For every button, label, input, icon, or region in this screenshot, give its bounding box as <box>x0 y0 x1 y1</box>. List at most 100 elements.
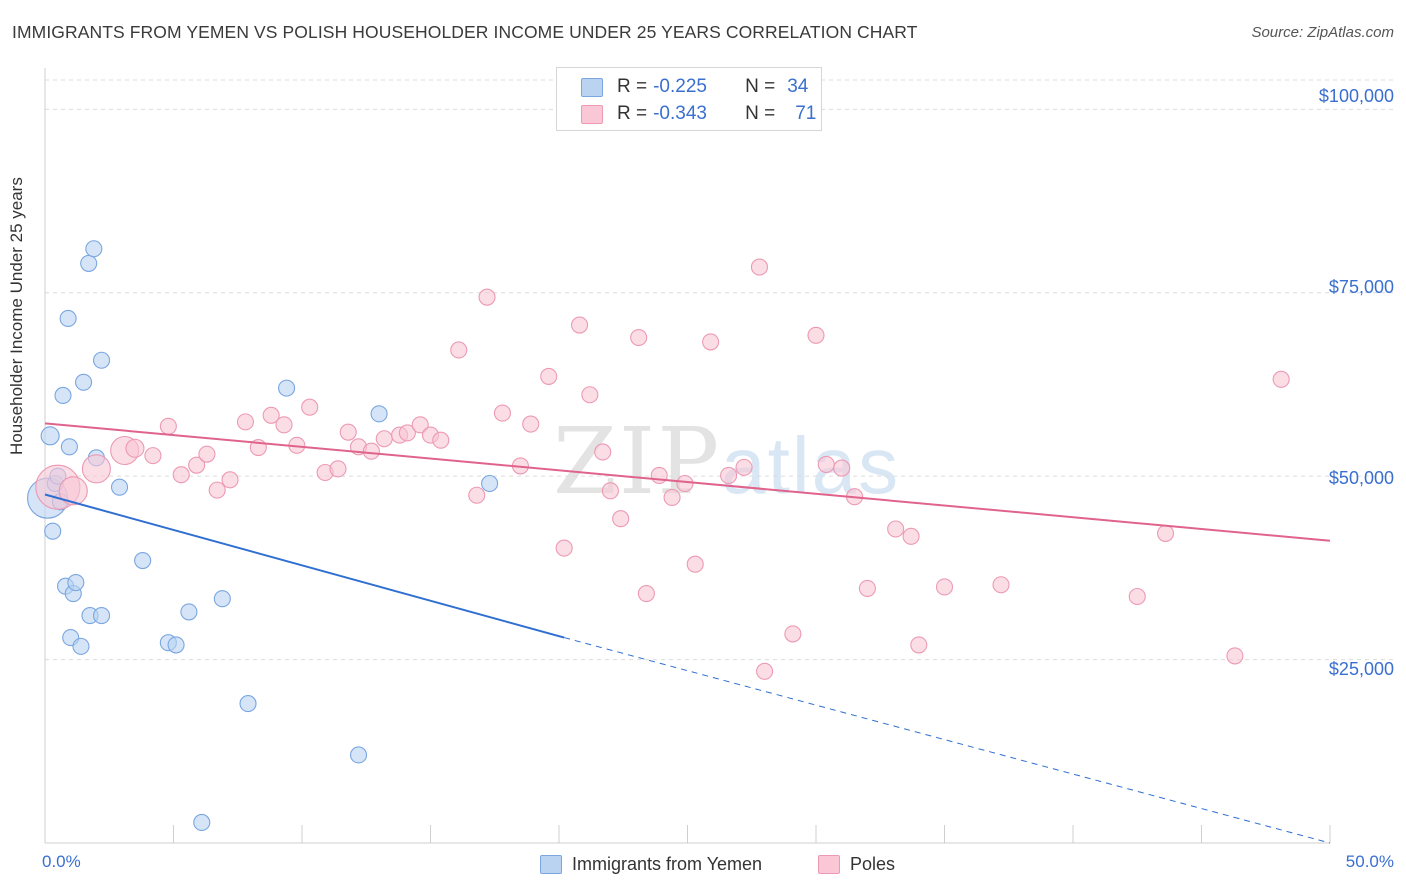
yemen-point <box>75 373 93 391</box>
poles-point <box>784 625 802 643</box>
yemen-point <box>481 474 499 493</box>
yemen-point <box>278 379 296 397</box>
legend-row-poles: R = -0.343 N = 71 <box>581 102 816 126</box>
legend-r-value: -0.343 <box>653 103 707 124</box>
yemen-point <box>54 386 72 405</box>
yemen-point <box>72 637 90 655</box>
yemen-point <box>40 426 60 446</box>
yemen-point <box>349 746 368 764</box>
poles-point <box>198 445 216 463</box>
yemen-point <box>239 695 257 713</box>
poles-point <box>208 481 226 499</box>
yemen-point <box>213 590 231 608</box>
bottom-legend-label-poles: Poles <box>850 853 896 874</box>
yemen-point <box>370 405 388 423</box>
poles-point <box>144 447 162 465</box>
poles-point <box>432 431 450 449</box>
poles-point <box>262 406 280 424</box>
yemen-point <box>92 607 111 625</box>
bottom-legend-swatch-poles <box>818 854 840 874</box>
poles-point <box>468 486 486 504</box>
poles-point <box>612 510 630 528</box>
bottom-legend-swatch-yemen <box>540 854 562 874</box>
legend-row-yemen: R = -0.225 N = 34 <box>581 75 808 99</box>
poles-point <box>1156 524 1175 542</box>
y-tick-label: $100,000 <box>1318 86 1394 106</box>
y-tick-label: $50,000 <box>1328 468 1394 488</box>
poles-point <box>540 367 558 385</box>
yemen-point <box>167 636 185 654</box>
poles-point <box>807 326 825 344</box>
bottom-legend-label-yemen: Immigrants from Yemen <box>572 853 763 874</box>
poles-point <box>887 520 905 538</box>
poles-point <box>375 430 393 448</box>
poles-point <box>817 455 835 473</box>
poles-trend-line <box>44 422 1331 542</box>
legend-swatch-yemen <box>581 77 603 97</box>
poles-point <box>735 458 753 476</box>
poles-point <box>411 416 429 434</box>
legend-n-label: N = <box>745 103 776 124</box>
yemen-point <box>92 351 111 369</box>
yemen-point <box>67 574 85 592</box>
y-tick-label: $25,000 <box>1328 659 1394 679</box>
yemen-point <box>44 522 62 540</box>
poles-point <box>398 424 416 442</box>
legend-n-value: 34 <box>787 76 809 97</box>
legend-r-label: R = <box>617 76 648 97</box>
poles-point <box>858 579 876 597</box>
poles-point <box>601 482 619 500</box>
legend-n-value: 71 <box>795 103 817 124</box>
poles-point <box>329 460 347 478</box>
legend-r-value: -0.225 <box>653 76 707 97</box>
legend-r-label: R = <box>617 103 648 124</box>
yemen-trend-extension <box>564 637 1331 844</box>
poles-point <box>756 662 774 680</box>
poles-point <box>275 416 293 434</box>
bottom-legend-poles: Poles <box>818 852 895 876</box>
chart-title: IMMIGRANTS FROM YEMEN VS POLISH HOUSEHOL… <box>12 22 918 42</box>
poles-point <box>571 316 589 334</box>
poles-point <box>125 438 145 458</box>
poles-point <box>581 386 599 404</box>
yemen-point <box>59 309 77 327</box>
yemen-point <box>85 240 103 258</box>
yemen-point <box>60 438 78 456</box>
poles-point <box>301 398 319 416</box>
poles-point <box>362 442 380 460</box>
poles-point <box>1128 587 1146 606</box>
yemen-point <box>80 254 98 272</box>
poles-point <box>663 488 681 506</box>
yemen-point <box>110 478 129 496</box>
poles-point <box>594 443 612 461</box>
poles-point <box>236 413 255 431</box>
poles-point <box>650 466 668 484</box>
poles-point <box>555 539 573 557</box>
poles-point <box>702 333 720 351</box>
poles-point <box>172 466 190 484</box>
poles-point <box>630 328 648 347</box>
watermark: ZIPatlas <box>553 408 900 515</box>
poles-point <box>339 423 357 441</box>
poles-point <box>720 466 738 484</box>
poles-point <box>676 474 694 493</box>
legend-n-label: N = <box>745 76 776 97</box>
poles-point <box>58 476 88 506</box>
poles-point <box>637 585 655 603</box>
poles-point <box>935 578 954 596</box>
legend-swatch-poles <box>581 104 603 124</box>
poles-point <box>478 288 496 306</box>
yemen-point <box>180 603 198 621</box>
watermark-zip: ZIP <box>553 408 722 515</box>
yemen-point <box>134 551 152 570</box>
poles-point <box>159 417 177 435</box>
yemen-trend-line <box>44 493 565 639</box>
poles-point <box>493 404 512 422</box>
poles-point <box>992 576 1010 594</box>
bottom-legend-yemen: Immigrants from Yemen <box>540 852 762 876</box>
y-tick-label: $75,000 <box>1328 277 1394 297</box>
poles-point <box>522 415 540 433</box>
legend: R = -0.225 N = 34 R = -0.343 N = 71 <box>556 67 822 131</box>
poles-point <box>833 459 851 477</box>
